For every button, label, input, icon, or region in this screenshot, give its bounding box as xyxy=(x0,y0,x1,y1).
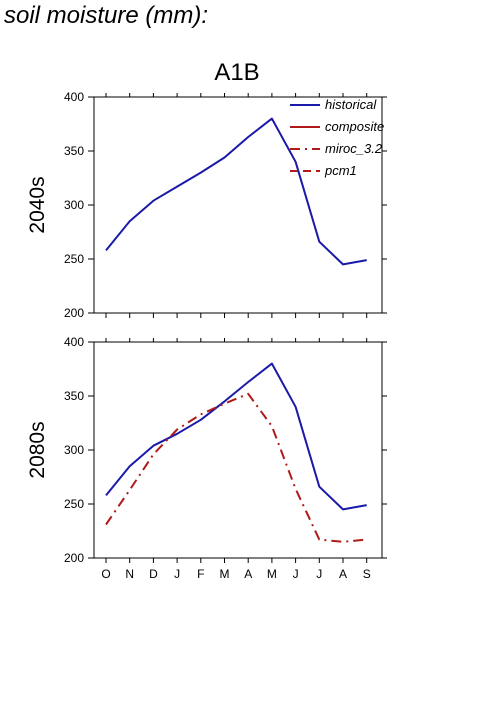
plot-frame-2080s xyxy=(93,341,383,559)
x-tick-label: J xyxy=(174,567,180,581)
scenario-label: A1B xyxy=(214,59,259,86)
x-tick-label: S xyxy=(363,567,371,581)
x-tick-label: D xyxy=(149,567,158,581)
panel-label-2040s: 2040s xyxy=(26,176,49,233)
legend-label-miroc_3.2: miroc_3.2 xyxy=(325,141,383,156)
x-tick-label: A xyxy=(339,567,347,581)
y-tick-label: 250 xyxy=(64,497,84,511)
legend-label-pcm1: pcm1 xyxy=(324,163,357,178)
panel-label-2080s: 2080s xyxy=(26,421,49,478)
y-tick-label: 300 xyxy=(64,443,84,457)
y-tick-label: 400 xyxy=(64,335,84,349)
y-tick-label: 200 xyxy=(64,551,84,565)
y-tick-label: 350 xyxy=(64,144,84,158)
panels-group: 200 250 300 350 400 2040s historical composite m… xyxy=(26,90,387,581)
x-tick-label: A xyxy=(244,567,252,581)
y-tick-label: 250 xyxy=(64,252,84,266)
series-line-historical-2040s xyxy=(105,117,367,266)
x-tick-label: F xyxy=(197,567,204,581)
y-tick-label: 200 xyxy=(64,306,84,320)
x-tick-label: J xyxy=(293,567,299,581)
x-tick-label: M xyxy=(220,567,230,581)
x-tick-label: O xyxy=(101,567,110,581)
x-tick-label: M xyxy=(267,567,277,581)
series-line-miroc_3.2-2080s xyxy=(105,392,367,543)
y-tick-label: 400 xyxy=(64,90,84,104)
y-tick-label: 300 xyxy=(64,198,84,212)
x-tick-label: J xyxy=(316,567,322,581)
series-line-historical-2080s xyxy=(105,362,367,511)
y-tick-label: 350 xyxy=(64,389,84,403)
legend-label-historical: historical xyxy=(325,97,377,112)
legend-label-composite: composite xyxy=(325,119,384,134)
page-title: soil moisture (mm): xyxy=(4,2,209,29)
x-tick-label: N xyxy=(125,567,134,581)
